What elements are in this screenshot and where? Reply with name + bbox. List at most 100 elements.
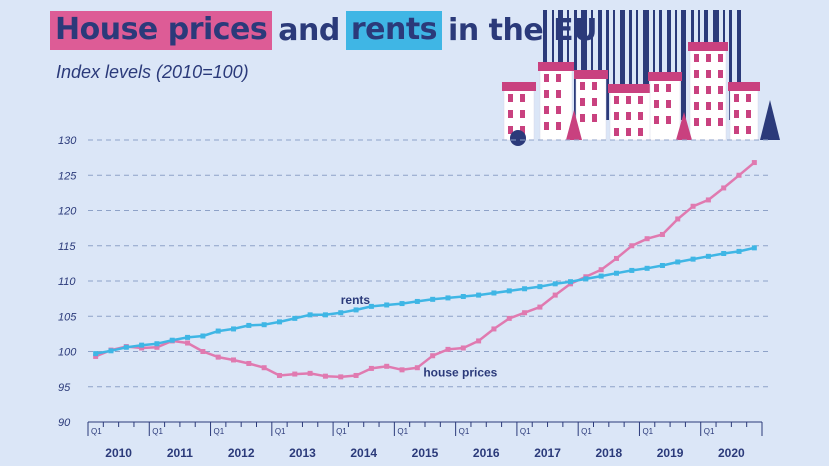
- year-label: 2010: [105, 446, 132, 460]
- rents-point: [675, 259, 681, 265]
- rents-point: [613, 270, 619, 276]
- rents-point: [537, 284, 543, 290]
- house-prices-line: [95, 161, 756, 379]
- house-prices-point: [246, 360, 252, 366]
- house-prices-point: [322, 373, 328, 379]
- rents-point: [322, 312, 328, 318]
- house-prices-point: [399, 367, 405, 373]
- rents-point: [552, 281, 558, 287]
- barcode-bar: [643, 10, 649, 120]
- title-house-prices: House prices: [50, 10, 273, 50]
- rents-point: [353, 307, 359, 313]
- house-prices-point: [200, 349, 206, 354]
- rents-point: [659, 262, 665, 268]
- tree-icon: [760, 100, 780, 140]
- rents-annotation: rents: [341, 293, 371, 307]
- barcode-bar: [613, 10, 615, 120]
- q1-label: Q1: [397, 427, 408, 436]
- house-prices-point: [705, 197, 711, 203]
- title-rents: rents: [345, 10, 443, 50]
- house-prices-point: [154, 344, 160, 350]
- rents-point: [399, 301, 405, 307]
- rents-point: [414, 298, 420, 304]
- q1-label: Q1: [336, 427, 347, 436]
- rents-point: [292, 315, 298, 321]
- house-prices-point: [460, 345, 466, 351]
- rents-point: [123, 344, 129, 350]
- house-prices-point: [690, 203, 696, 209]
- year-label: 2011: [167, 446, 193, 460]
- house-prices-point: [506, 315, 512, 321]
- house-prices-point: [659, 231, 665, 237]
- rents-point: [338, 310, 344, 316]
- rents-point: [445, 295, 451, 301]
- rents-point: [276, 319, 282, 325]
- house-icon: [688, 42, 728, 141]
- house-prices-point: [675, 216, 681, 222]
- barcode-bar: [598, 10, 602, 120]
- barcode-bar: [681, 10, 686, 120]
- house-prices-point: [261, 365, 267, 371]
- house-prices-annotation: house prices: [423, 365, 497, 379]
- y-tick-label: 115: [58, 241, 76, 253]
- series-rents: [93, 245, 757, 357]
- barcode-bar: [581, 10, 587, 120]
- house-icon: [648, 72, 682, 141]
- rents-point: [598, 273, 604, 279]
- barcode-bar: [653, 10, 655, 120]
- y-tick-label: 130: [58, 135, 77, 147]
- y-tick-label: 90: [58, 417, 71, 429]
- house-prices-point: [613, 255, 619, 261]
- barcode-bar: [659, 10, 662, 120]
- rents-point: [629, 267, 635, 273]
- barcode-bar: [606, 10, 609, 120]
- q1-label: Q1: [459, 427, 470, 436]
- title-in-the-eu: in the EU: [448, 12, 597, 48]
- house-prices-point: [721, 185, 727, 191]
- chart-subtitle: Index levels (2010=100): [56, 62, 249, 82]
- house-prices-point: [231, 357, 237, 363]
- year-label: 2013: [289, 446, 316, 460]
- house-prices-point: [445, 346, 451, 352]
- houses-with-barcode-icon: [502, 10, 780, 146]
- house-prices-point: [353, 372, 359, 378]
- tree-icon: [566, 110, 582, 140]
- y-tick-label: 95: [58, 382, 71, 394]
- rents-point: [644, 265, 650, 271]
- rents-point: [169, 337, 175, 343]
- house-prices-point: [476, 338, 482, 344]
- house-prices-point: [552, 292, 558, 298]
- q1-label: Q1: [214, 427, 225, 436]
- house-icon: [574, 70, 608, 141]
- q1-label: Q1: [520, 427, 531, 436]
- q1-label: Q1: [152, 427, 163, 436]
- rents-point: [108, 348, 114, 354]
- rents-point: [491, 290, 497, 296]
- rents-point: [215, 328, 221, 334]
- year-label: 2018: [595, 446, 622, 460]
- y-tick-label: 105: [58, 311, 77, 323]
- house-prices-point: [215, 354, 221, 360]
- rents-point: [751, 245, 757, 251]
- tree-icon: [676, 112, 692, 140]
- house-prices-point: [522, 310, 528, 316]
- barcode-bar: [620, 10, 625, 120]
- rents-point: [307, 312, 313, 318]
- q1-label: Q1: [581, 427, 592, 436]
- house-icon: [728, 82, 760, 141]
- year-label: 2020: [718, 446, 745, 460]
- house-prices-point: [292, 371, 298, 377]
- house-prices-point: [276, 372, 282, 378]
- bush-icon: [510, 130, 526, 146]
- house-prices-point: [185, 340, 191, 346]
- house-prices-point: [598, 267, 604, 273]
- house-prices-point: [368, 365, 374, 371]
- year-label: 2012: [228, 446, 255, 460]
- rents-point: [430, 296, 436, 302]
- y-tick-label: 120: [58, 206, 77, 218]
- q1-label: Q1: [91, 427, 102, 436]
- house-prices-point: [644, 236, 650, 242]
- gridlines: [88, 139, 770, 388]
- house-prices-point: [338, 374, 344, 380]
